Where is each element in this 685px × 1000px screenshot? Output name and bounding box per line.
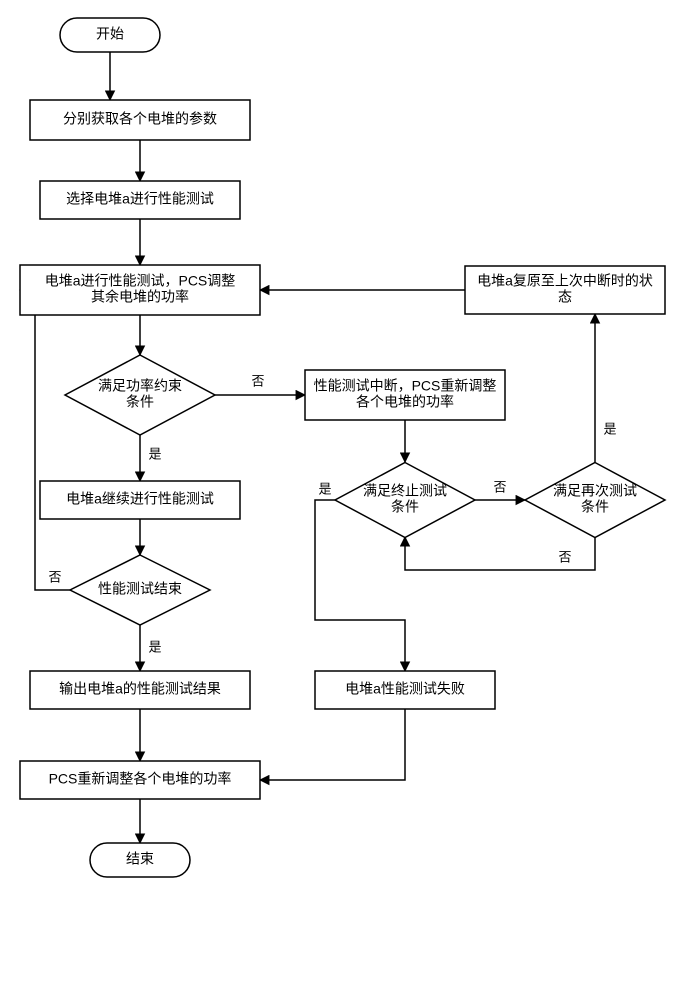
node-p9: 电堆a复原至上次中断时的状态 [465, 266, 665, 314]
node-start: 开始 [60, 18, 160, 52]
node-label: 满足功率约束 [98, 378, 182, 394]
edge-label: 否 [558, 549, 571, 564]
node-label: 电堆a进行性能测试，PCS调整 [45, 273, 236, 289]
node-d2: 性能测试结束 [70, 555, 210, 625]
edge-label: 是 [148, 639, 161, 654]
node-p1: 分别获取各个电堆的参数 [30, 100, 250, 140]
node-label: 结束 [126, 851, 154, 867]
node-label: 满足终止测试 [363, 483, 447, 499]
node-label: PCS重新调整各个电堆的功率 [49, 771, 232, 787]
node-label: 条件 [126, 394, 154, 410]
node-p8: 电堆a性能测试失败 [315, 671, 495, 709]
node-end: 结束 [90, 843, 190, 877]
edge-label: 是 [148, 446, 161, 461]
node-d3: 满足终止测试条件 [335, 463, 475, 538]
node-p2: 选择电堆a进行性能测试 [40, 181, 240, 219]
node-label: 条件 [391, 499, 419, 515]
node-label: 输出电堆a的性能测试结果 [59, 681, 221, 697]
edge-label: 是 [318, 481, 331, 496]
node-p6: PCS重新调整各个电堆的功率 [20, 761, 260, 799]
node-label: 电堆a复原至上次中断时的状 [477, 273, 653, 289]
node-label: 满足再次测试 [553, 483, 637, 499]
node-p3: 电堆a进行性能测试，PCS调整其余电堆的功率 [20, 265, 260, 315]
node-p4: 电堆a继续进行性能测试 [40, 481, 240, 519]
node-label: 态 [558, 289, 572, 305]
edge-label: 是 [603, 421, 616, 436]
node-p5: 输出电堆a的性能测试结果 [30, 671, 250, 709]
node-d1: 满足功率约束条件 [65, 355, 215, 435]
node-label: 开始 [96, 26, 124, 42]
node-label: 电堆a性能测试失败 [345, 681, 465, 697]
node-label: 条件 [581, 499, 609, 515]
node-label: 选择电堆a进行性能测试 [66, 191, 214, 207]
node-label: 电堆a继续进行性能测试 [66, 491, 214, 507]
flowchart-canvas: 开始分别获取各个电堆的参数选择电堆a进行性能测试电堆a进行性能测试，PCS调整其… [0, 0, 685, 1000]
edge-label: 否 [48, 569, 61, 584]
edge-label: 否 [251, 373, 264, 388]
node-p7: 性能测试中断，PCS重新调整各个电堆的功率 [305, 370, 505, 420]
edge-label: 否 [493, 479, 506, 494]
node-label: 分别获取各个电堆的参数 [63, 111, 217, 127]
node-label: 性能测试中断，PCS重新调整 [314, 378, 497, 394]
node-d4: 满足再次测试条件 [525, 463, 665, 538]
edge-p8-p6 [260, 709, 405, 780]
edge-d2-no-loop [20, 290, 70, 590]
node-label: 其余电堆的功率 [91, 289, 189, 305]
node-label: 性能测试结束 [98, 581, 182, 597]
node-label: 各个电堆的功率 [356, 394, 454, 410]
